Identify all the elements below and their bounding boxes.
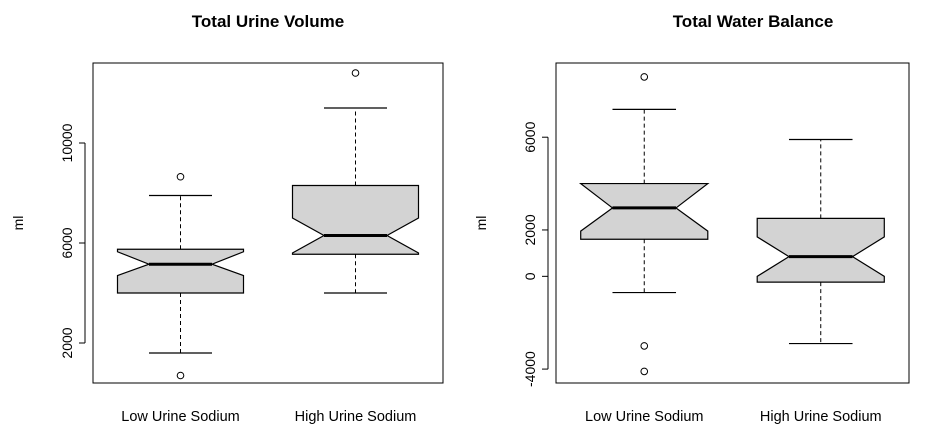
notched-box: [291, 184, 420, 255]
y-tick-label: 0: [522, 272, 538, 280]
notched-box: [578, 182, 710, 240]
chart-title: Total Water Balance: [673, 12, 834, 31]
category-label: Low Urine Sodium: [121, 409, 239, 425]
chart-title: Total Urine Volume: [192, 12, 344, 31]
category-label: High Urine Sodium: [760, 409, 882, 425]
category-label: Low Urine Sodium: [585, 409, 703, 425]
y-tick-label: 2000: [59, 327, 75, 358]
y-tick-label: -4000: [522, 351, 538, 387]
urine-volume-chart: Total Urine Volume 2000 6000 10000 ml Low Uri…: [10, 12, 444, 425]
outlier-point: [176, 172, 185, 181]
y-tick-label: 6000: [522, 121, 538, 152]
y-axis-label: ml: [473, 216, 489, 231]
outlier-point: [640, 342, 649, 350]
y-axis-label: ml: [10, 216, 26, 231]
water-balance-chart: Total Water Balance -4000 0 2000 6000 ml Low U…: [473, 12, 910, 425]
category-label: High Urine Sodium: [295, 409, 417, 425]
water-balance-panel: Total Water Balance -4000 0 2000 6000 ml Low U…: [468, 0, 937, 432]
outlier-point: [640, 367, 649, 376]
plot-frame: [92, 62, 444, 384]
urine-volume-panel: Total Urine Volume 2000 6000 10000 ml Low Uri…: [0, 0, 468, 432]
outlier-point: [176, 371, 185, 380]
y-tick-label: 10000: [59, 123, 75, 162]
notched-box: [756, 217, 885, 283]
y-tick-label: 6000: [59, 227, 75, 258]
outlier-point: [351, 69, 360, 77]
notched-box: [116, 248, 245, 294]
outlier-point: [640, 73, 649, 81]
y-tick-label: 2000: [522, 214, 538, 245]
plot-frame: [555, 62, 910, 384]
